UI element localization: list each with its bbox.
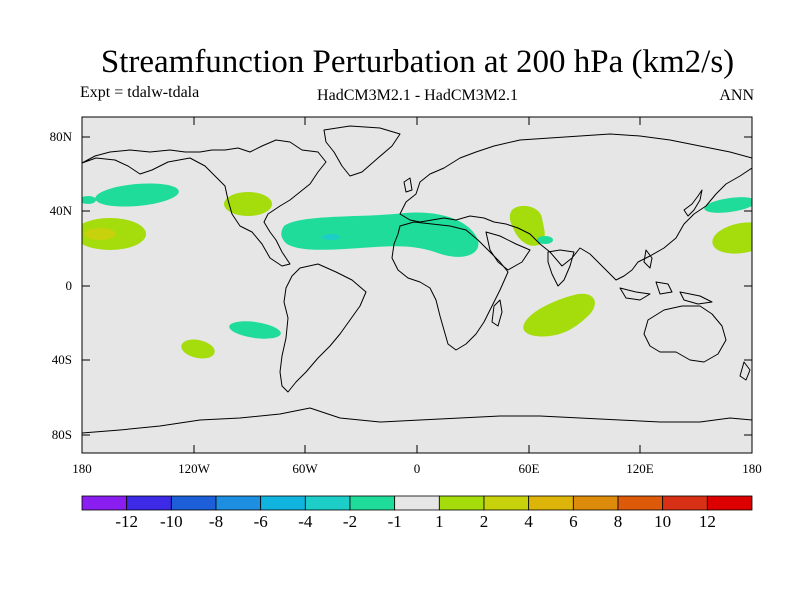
colorbar-swatch [170, 495, 217, 511]
colorbar-swatch [394, 495, 440, 511]
colorbar-swatch [662, 495, 708, 511]
anomaly-fields [82, 183, 752, 359]
colorbar-swatch [260, 495, 306, 511]
indian-ocean-positive-blob [523, 293, 595, 337]
lon-label-180w: 180 [72, 461, 92, 476]
lon-label-120w: 120W [178, 461, 211, 476]
colorbar: -12 -10 -8 -6 -4 -2 -1 1 2 4 6 8 10 12 [81, 495, 753, 531]
lon-label-120e: 120E [626, 461, 654, 476]
colorbar-label: 6 [569, 512, 578, 531]
greenland-coast [323, 125, 401, 177]
lat-label-80s: 80S [52, 427, 72, 442]
lat-label-0: 0 [66, 278, 73, 293]
india-coast [547, 249, 575, 287]
model-label: HadCM3M2.1 - HadCM3M2.1 [317, 87, 518, 104]
colorbar-label: -12 [115, 512, 138, 531]
colorbar-label: 8 [614, 512, 623, 531]
colorbar-label: 1 [435, 512, 444, 531]
lat-label-40n: 40N [50, 203, 73, 218]
colorbar-label: 4 [524, 512, 533, 531]
colorbar-swatch [617, 495, 664, 511]
colorbar-label: -8 [209, 512, 223, 531]
colorbar-swatch [81, 495, 128, 511]
coastlines [82, 125, 752, 434]
colorbar-label: 10 [654, 512, 671, 531]
south-pacific-positive-blob [181, 339, 215, 359]
south-pacific-negative-blob [229, 321, 281, 339]
north-america-positive-blob [224, 192, 272, 216]
colorbar-swatch [126, 495, 172, 511]
central-pacific-max-blob [84, 228, 116, 240]
japan-coast [683, 189, 703, 217]
philippines-coast [643, 249, 653, 269]
colorbar-swatch [304, 495, 351, 511]
africa-coast [391, 221, 509, 351]
colorbar-label: 12 [699, 512, 716, 531]
plot-title: Streamfunction Perturbation at 200 hPa (… [100, 44, 735, 80]
madagascar-coast [491, 299, 503, 327]
season-label: ANN [719, 87, 754, 104]
west-pacific-negative-blob [704, 197, 752, 213]
antarctica-coast [82, 407, 752, 434]
lon-label-60w: 60W [292, 461, 318, 476]
colorbar-swatch [483, 495, 530, 511]
colorbar-swatch [706, 495, 753, 511]
australia-coast [643, 305, 727, 363]
eurasia-coast [399, 133, 752, 281]
lat-label-40s: 40S [52, 352, 72, 367]
colorbar-label: -4 [298, 512, 313, 531]
colorbar-swatch [572, 495, 619, 511]
colorbar-label: -10 [160, 512, 183, 531]
west-pacific-positive-blob [712, 222, 752, 254]
longitude-labels: 180 120W 60W 0 60E 120E 180 [72, 461, 762, 476]
lon-label-180e: 180 [742, 461, 762, 476]
longitude-axis [193, 117, 641, 453]
colorbar-swatch [215, 495, 262, 511]
arabia-coast [485, 231, 531, 271]
north-america-coast [82, 139, 327, 267]
colorbar-swatch [528, 495, 574, 511]
north-pacific-tail-blob [82, 196, 96, 204]
south-america-coast [279, 263, 367, 393]
lon-label-0: 0 [414, 461, 421, 476]
map-background [82, 117, 752, 453]
latitude-labels: 80N 40N 0 40S 80S [50, 129, 73, 442]
latitude-axis [82, 136, 752, 436]
colorbar-label: 2 [480, 512, 489, 531]
middle-east-negative-blob [537, 236, 553, 244]
british-isles-coast [403, 177, 413, 193]
middle-east-positive-blob [509, 205, 545, 246]
lon-label-60e: 60E [519, 461, 540, 476]
north-pacific-negative-blob [95, 183, 179, 207]
colorbar-label: -2 [343, 512, 357, 531]
indonesia-coast [619, 281, 713, 305]
colorbar-label: -1 [388, 512, 402, 531]
new-zealand-coast [739, 361, 751, 381]
colorbar-label: -6 [254, 512, 268, 531]
experiment-label: Expt = tdalw-tdala [80, 84, 200, 101]
colorbar-swatch [349, 495, 396, 511]
lat-label-80n: 80N [50, 129, 73, 144]
colorbar-swatch [438, 495, 485, 511]
atlantic-min-blob [322, 234, 340, 240]
